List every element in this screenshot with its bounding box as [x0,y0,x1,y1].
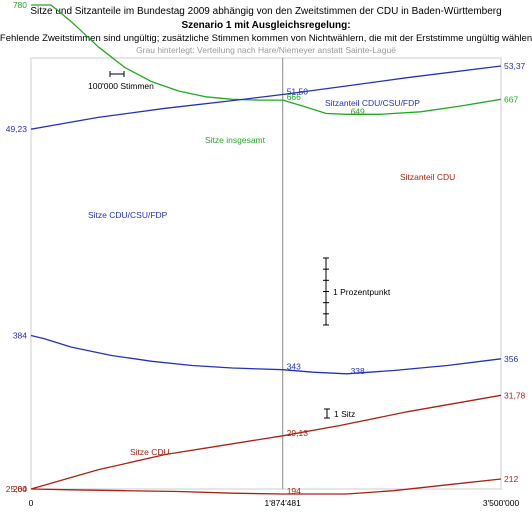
chart-title: Sitze und Sitzanteile im Bundestag 2009 … [30,6,501,17]
data-label: 25,64 [6,484,28,494]
data-label: 666 [287,92,301,102]
legend-stimmen-label: 100'000 Stimmen [88,81,154,91]
data-label: 212 [504,474,518,484]
data-label: 384 [13,330,27,340]
series-line-sitzanteil-cdu-csu-fdp [30,65,502,130]
series-line-sitze-cdu [30,478,502,495]
series-line-sitze-insgesamt [31,4,502,115]
data-label: 343 [287,362,301,372]
data-label: 51,50 [287,87,309,97]
legend-stimmen: 100'000 Stimmen [88,71,154,91]
series-label: Sitze CDU [130,447,170,457]
x-tick-label: 3'500'000 [483,498,520,508]
legend-prozent-label: 1 Prozentpunkt [333,287,391,297]
legend-sitz-label: 1 Sitz [334,409,355,419]
legend-sitz: 1 Sitz [324,408,355,419]
data-label: 667 [504,94,518,104]
chart-subtitle: Szenario 1 mit Ausgleichsregelung: [181,20,350,31]
series-label: Sitzanteil CDU [400,172,455,182]
data-label: 338 [351,366,365,376]
chart-subtitle-2: Fehlende Zweitstimmen sind ungültig; zus… [0,33,532,44]
data-label: 53,37 [504,61,526,71]
series-line-sitze-cdu-csu-fdp [30,334,502,375]
data-label: 194 [287,486,301,496]
chart-note: Grau hinterlegt: Verteilung nach Hare/Ni… [136,45,396,55]
data-label: 780 [13,0,27,10]
series-line-sitzanteil-cdu [30,394,502,490]
data-label: 200 [13,484,27,494]
plot-frame [30,57,502,490]
data-label: 29,13 [287,428,309,438]
data-label: 31,78 [504,390,526,400]
series-label: Sitze insgesamt [205,135,266,145]
x-tick-label: 1'874'481 [265,498,302,508]
data-label: 649 [351,106,365,116]
legend-prozent: 1 Prozentpunkt [323,257,391,326]
series-label: Sitze CDU/CSU/FDP [88,210,168,220]
data-label: 49,23 [6,124,28,134]
data-label: 356 [504,354,518,364]
series-label: Sitzanteil CDU/CSU/FDP [325,98,420,108]
x-tick-label: 0 [29,498,34,508]
